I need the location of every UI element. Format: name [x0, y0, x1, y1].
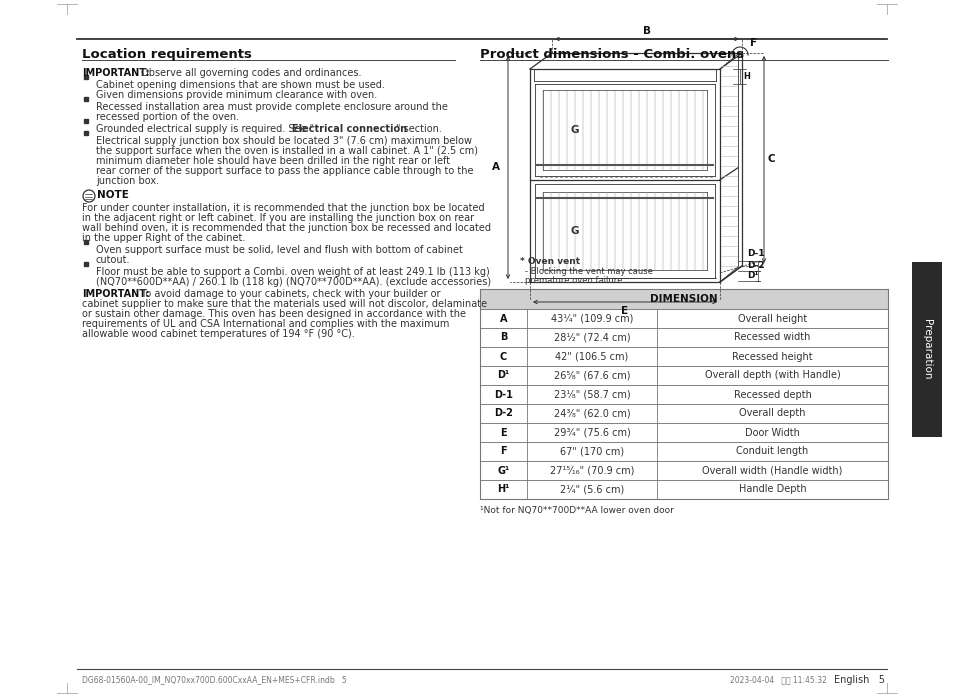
Text: Observe all governing codes and ordinances.: Observe all governing codes and ordinanc… — [138, 68, 361, 78]
Text: F: F — [749, 38, 757, 48]
Text: Location requirements: Location requirements — [82, 48, 252, 61]
Bar — [479, 289, 887, 499]
Text: Conduit length: Conduit length — [736, 447, 808, 457]
Text: C: C — [499, 351, 507, 362]
Text: wall behind oven, it is recommended that the junction box be recessed and locate: wall behind oven, it is recommended that… — [82, 223, 491, 233]
Text: Preparation: Preparation — [921, 319, 931, 380]
Text: 29³⁄₄" (75.6 cm): 29³⁄₄" (75.6 cm) — [553, 427, 630, 438]
Text: (NQ70**600D**AA) / 260.1 lb (118 kg) (NQ70**700D**AA). (exclude accessories): (NQ70**600D**AA) / 260.1 lb (118 kg) (NQ… — [96, 277, 491, 287]
Bar — [479, 347, 887, 366]
Text: B: B — [499, 332, 507, 342]
Text: junction box.: junction box. — [96, 176, 159, 186]
Text: Overall width (Handle width): Overall width (Handle width) — [701, 466, 841, 475]
Text: Given dimensions provide minimum clearance with oven.: Given dimensions provide minimum clearan… — [96, 90, 376, 100]
Bar — [479, 309, 887, 328]
Bar — [479, 289, 887, 309]
Bar — [911, 262, 941, 437]
Bar — [479, 328, 887, 347]
Text: Handle Depth: Handle Depth — [738, 484, 805, 494]
Text: cutout.: cutout. — [96, 255, 131, 265]
Text: 2023-04-04   오후 11:45:32: 2023-04-04 오후 11:45:32 — [729, 675, 826, 684]
Bar — [479, 480, 887, 499]
Text: premature oven failure: premature oven failure — [524, 276, 621, 285]
Text: minimum diameter hole should have been drilled in the right rear or left: minimum diameter hole should have been d… — [96, 156, 450, 166]
Text: Overall depth: Overall depth — [739, 408, 805, 418]
Text: or sustain other damage. This oven has been designed in accordance with the: or sustain other damage. This oven has b… — [82, 309, 465, 319]
Text: H¹: H¹ — [497, 484, 509, 494]
Bar — [479, 461, 887, 480]
Text: 42" (106.5 cm): 42" (106.5 cm) — [555, 351, 628, 362]
Text: IMPORTANT:: IMPORTANT: — [82, 68, 150, 78]
Text: D-2: D-2 — [494, 408, 513, 418]
Text: 23¹⁄₈" (58.7 cm): 23¹⁄₈" (58.7 cm) — [553, 390, 630, 399]
Text: allowable wood cabinet temperatures of 194 °F (90 °C).: allowable wood cabinet temperatures of 1… — [82, 329, 355, 339]
Text: A: A — [499, 314, 507, 323]
Text: * Oven vent: * Oven vent — [519, 257, 579, 266]
Text: D¹: D¹ — [746, 271, 758, 280]
Text: G: G — [570, 226, 578, 236]
Text: English   5: English 5 — [833, 675, 884, 685]
Text: 2¹⁄₄" (5.6 cm): 2¹⁄₄" (5.6 cm) — [559, 484, 623, 494]
Text: E: E — [499, 427, 506, 438]
Text: Grounded electrical supply is required. See ": Grounded electrical supply is required. … — [96, 124, 314, 134]
Text: in the adjacent right or left cabinet. If you are installing the junction box on: in the adjacent right or left cabinet. I… — [82, 213, 474, 223]
Text: G¹: G¹ — [497, 466, 509, 475]
Text: D¹: D¹ — [497, 371, 509, 381]
Bar — [479, 423, 887, 442]
Bar — [479, 404, 887, 423]
Text: recessed portion of the oven.: recessed portion of the oven. — [96, 112, 239, 122]
Text: Product dimensions - Combi. ovens: Product dimensions - Combi. ovens — [479, 48, 743, 61]
Text: rear corner of the support surface to pass the appliance cable through to the: rear corner of the support surface to pa… — [96, 166, 473, 176]
Text: Oven support surface must be solid, level and flush with bottom of cabinet: Oven support surface must be solid, leve… — [96, 245, 462, 255]
Text: the support surface when the oven is installed in a wall cabinet. A 1" (2.5 cm): the support surface when the oven is ins… — [96, 146, 477, 156]
Text: D-1: D-1 — [494, 390, 513, 399]
Text: A: A — [492, 162, 499, 172]
Text: in the upper Right of the cabinet.: in the upper Right of the cabinet. — [82, 233, 245, 243]
Text: G: G — [570, 125, 578, 135]
Text: 27¹⁵⁄₁₆" (70.9 cm): 27¹⁵⁄₁₆" (70.9 cm) — [549, 466, 634, 475]
Text: E: E — [620, 306, 628, 316]
Text: DG68-01560A-00_IM_NQ70xx700D.600CxxAA_EN+MES+CFR.indb   5: DG68-01560A-00_IM_NQ70xx700D.600CxxAA_EN… — [82, 675, 346, 684]
Text: Electrical connection: Electrical connection — [292, 124, 407, 134]
Text: Floor must be able to support a Combi. oven weight of at least 249.1 lb (113 kg): Floor must be able to support a Combi. o… — [96, 267, 489, 277]
Text: For under counter installation, it is recommended that the junction box be locat: For under counter installation, it is re… — [82, 203, 484, 213]
Text: NOTE: NOTE — [97, 190, 129, 200]
Text: To avoid damage to your cabinets, check with your builder or: To avoid damage to your cabinets, check … — [138, 289, 440, 299]
Bar — [479, 366, 887, 385]
Text: D-1: D-1 — [746, 249, 763, 258]
Text: D-2: D-2 — [746, 261, 763, 270]
Text: cabinet supplier to make sure that the materials used will not discolor, delamin: cabinet supplier to make sure that the m… — [82, 299, 487, 309]
Text: F: F — [499, 447, 506, 457]
Text: Overall depth (with Handle): Overall depth (with Handle) — [704, 371, 840, 381]
Text: - Blocking the vent may cause: - Blocking the vent may cause — [524, 267, 652, 276]
Text: " section.: " section. — [395, 124, 441, 134]
Text: Cabinet opening dimensions that are shown must be used.: Cabinet opening dimensions that are show… — [96, 80, 384, 90]
Text: ¹Not for NQ70**700D**AA lower oven door: ¹Not for NQ70**700D**AA lower oven door — [479, 506, 673, 515]
Text: 24³⁄₈" (62.0 cm): 24³⁄₈" (62.0 cm) — [553, 408, 630, 418]
Text: B: B — [642, 26, 650, 36]
Text: Recessed depth: Recessed depth — [733, 390, 811, 399]
Text: IMPORTANT:: IMPORTANT: — [82, 289, 150, 299]
Text: Recessed installation area must provide complete enclosure around the: Recessed installation area must provide … — [96, 102, 447, 112]
Text: 43¹⁄₄" (109.9 cm): 43¹⁄₄" (109.9 cm) — [550, 314, 633, 323]
Text: Electrical supply junction box should be located 3" (7.6 cm) maximum below: Electrical supply junction box should be… — [96, 136, 472, 146]
Text: 26⁵⁄₈" (67.6 cm): 26⁵⁄₈" (67.6 cm) — [553, 371, 630, 381]
Text: requirements of UL and CSA International and complies with the maximum: requirements of UL and CSA International… — [82, 319, 449, 329]
Text: Door Width: Door Width — [744, 427, 800, 438]
Text: 28¹⁄₂" (72.4 cm): 28¹⁄₂" (72.4 cm) — [553, 332, 630, 342]
Text: DIMENSION: DIMENSION — [650, 294, 717, 304]
Bar — [479, 442, 887, 461]
Text: H: H — [742, 72, 749, 81]
Text: C: C — [767, 155, 775, 164]
Text: 67" (170 cm): 67" (170 cm) — [559, 447, 623, 457]
Text: Recessed height: Recessed height — [731, 351, 812, 362]
Text: Recessed width: Recessed width — [734, 332, 810, 342]
Bar — [479, 385, 887, 404]
Text: Overall height: Overall height — [737, 314, 806, 323]
